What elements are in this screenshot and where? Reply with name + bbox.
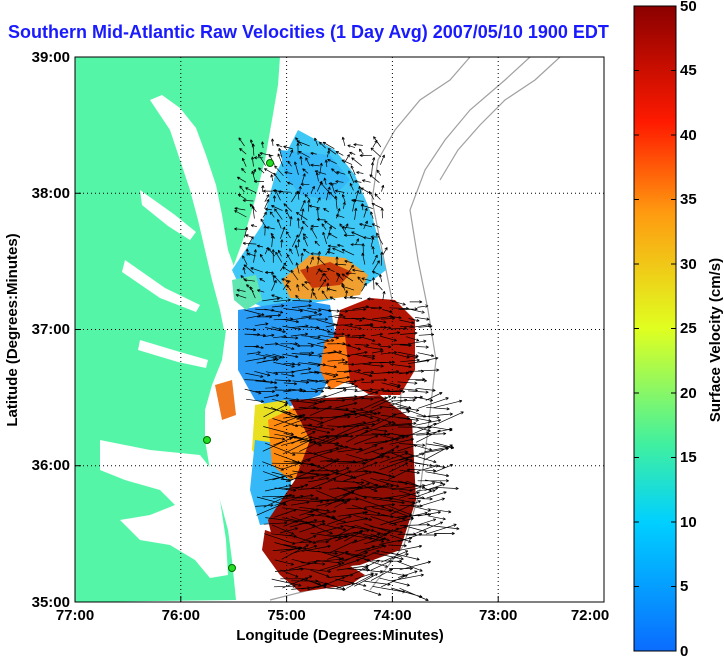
y-tick-label: 36:00 (32, 457, 70, 474)
colorbar-tick-label: 15 (680, 449, 697, 466)
station-marker (228, 564, 236, 572)
y-tick-label: 37:00 (32, 321, 70, 338)
vector-arrows (234, 136, 464, 601)
y-axis-label: Latitude (Degrees:Minutes) (4, 233, 21, 426)
map-title: Southern Mid-Atlantic Raw Velocities (1 … (8, 22, 609, 42)
colorbar-label: Surface Velocity (cm/s) (707, 258, 724, 422)
colorbar-tick-label: 35 (680, 191, 697, 208)
colorbar-ticks (634, 70, 676, 587)
chesapeake-bay (150, 95, 236, 330)
x-axis-label: Longitude (Degrees:Minutes) (236, 627, 444, 644)
colorbar-tick-label: 25 (680, 320, 697, 337)
x-tick-label: 77:00 (56, 607, 94, 624)
x-tick-label: 74:00 (373, 607, 411, 624)
axis-ticks (75, 192, 499, 602)
x-tick-label: 75:00 (267, 607, 305, 624)
colorbar (633, 5, 677, 652)
plot-area (75, 57, 604, 602)
colorbar-tick-label: 50 (680, 0, 697, 15)
colorbar-tick-label: 20 (680, 385, 697, 402)
station-marker (203, 436, 211, 444)
y-tick-label: 39:00 (32, 49, 70, 66)
colorbar-tick-label: 10 (680, 514, 697, 531)
colorbar-tick-label: 30 (680, 256, 697, 273)
colorbar-tick-label: 0 (680, 643, 688, 659)
velocity-vectors (234, 136, 464, 601)
colorbar-tick-label: 45 (680, 62, 697, 79)
station-marker (266, 159, 274, 167)
y-tick-label: 35:00 (32, 594, 70, 611)
station-markers (203, 159, 274, 572)
grid (75, 57, 604, 602)
x-tick-label: 72:00 (571, 607, 609, 624)
pamlico-sound (100, 440, 228, 578)
x-tick-label: 76:00 (162, 607, 200, 624)
colorbar-tick-label: 5 (680, 578, 688, 595)
y-tick-label: 38:00 (32, 185, 70, 202)
colorbar-tick-label: 40 (680, 127, 697, 144)
x-tick-label: 73:00 (479, 607, 517, 624)
